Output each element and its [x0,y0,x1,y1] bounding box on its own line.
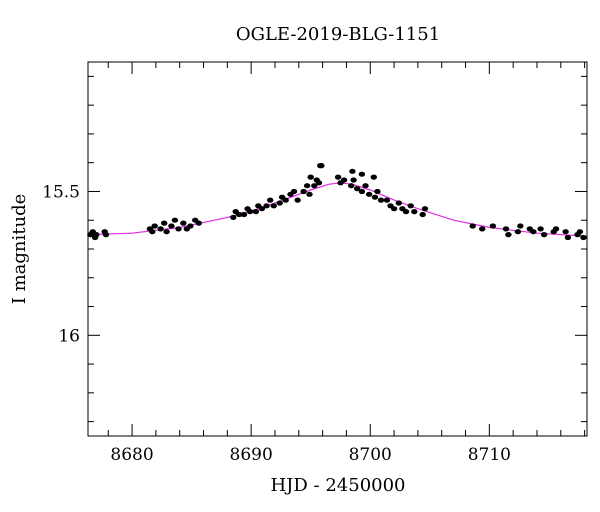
data-point [240,211,248,218]
data-point [383,197,391,203]
chart-title: OGLE-2019-BLG-1151 [236,24,440,45]
data-point [358,188,366,195]
data-point [171,217,179,223]
y-tick-label: 16 [58,326,80,346]
data-point [149,229,156,235]
data-point [354,186,361,192]
data-point [334,174,342,180]
data-point [300,188,307,195]
data-point [514,229,522,235]
data-point [236,211,243,218]
plot-marks [87,163,588,241]
data-point [270,203,277,209]
data-point [469,223,476,229]
data-point [151,223,158,229]
data-point [195,220,202,226]
data-point [358,171,366,177]
x-tick-label: 8700 [349,445,392,465]
data-point [371,194,379,200]
data-point [576,229,584,235]
data-point [187,223,194,229]
data-point [421,206,429,212]
data-point [564,234,572,241]
data-point [365,191,373,197]
data-point [502,226,510,232]
data-point [290,188,298,195]
data-point [411,209,418,215]
data-point [168,223,175,229]
axis-ticks: 8680 8690 8700 8710 15.5 16 [42,62,587,465]
data-point [246,209,254,215]
data-point [258,206,266,212]
plot-frame [87,61,588,437]
data-point [580,234,587,241]
data-point [303,183,311,189]
x-tick-label: 8710 [468,445,511,465]
data-point [163,229,170,235]
data-point [362,183,369,189]
data-point [370,174,377,180]
data-point [311,183,318,189]
y-axis-label: I magnitude [9,194,30,305]
data-point [407,203,414,209]
data-point [390,206,398,212]
data-point [102,232,110,238]
data-point [374,188,381,195]
data-point [230,214,237,220]
y-tick-label: 15.5 [42,182,80,202]
data-point [349,168,356,174]
data-point [157,226,164,232]
data-point [537,226,544,232]
data-point [315,180,323,186]
data-point [552,226,560,232]
data-point [505,232,512,238]
x-tick-label: 8690 [230,445,273,465]
x-tick-label: 8680 [110,445,153,465]
data-point [252,209,260,215]
data-point [340,177,348,183]
data-point [348,183,355,189]
data-point [540,232,548,238]
data-point [395,200,402,206]
data-point [377,197,385,203]
data-point [267,197,274,203]
data-point [93,232,100,238]
data-point [180,220,187,226]
data-point [489,223,497,229]
data-point [175,226,182,232]
data-point [306,191,313,197]
data-point [161,220,168,226]
data-point [263,203,270,209]
data-point [307,174,314,180]
data-point [530,229,537,235]
data-point [517,223,524,229]
data-point [294,197,301,203]
x-axis-label: HJD - 2450000 [270,475,405,496]
data-point [402,209,410,215]
data-point [479,226,486,232]
data-point [562,229,569,235]
data-point [419,211,426,218]
data-point [318,163,325,169]
data-point [276,200,283,206]
data-point [282,197,289,203]
data-point [350,177,357,183]
